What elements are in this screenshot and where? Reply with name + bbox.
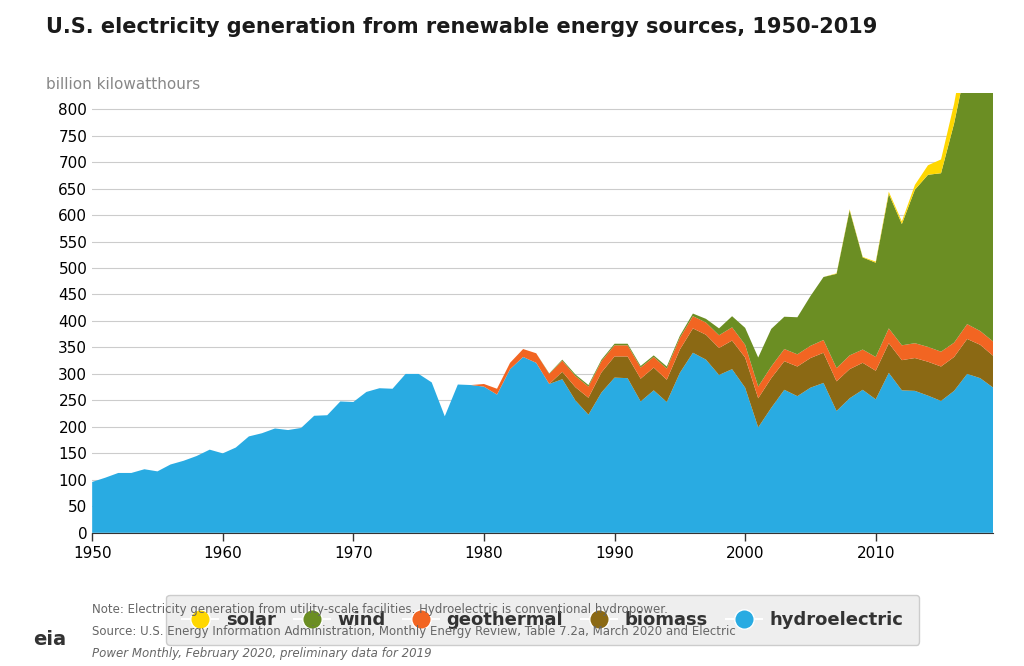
Text: Power Monthly, February 2020, preliminary data for 2019: Power Monthly, February 2020, preliminar… (92, 647, 432, 660)
Text: Note: Electricity generation from utility-scale facilities. Hydroelectric is con: Note: Electricity generation from utilit… (92, 603, 668, 616)
Text: billion kilowatthours: billion kilowatthours (46, 77, 201, 92)
Text: U.S. electricity generation from renewable energy sources, 1950-2019: U.S. electricity generation from renewab… (46, 17, 878, 37)
Legend: solar, wind, geothermal, biomass, hydroelectric: solar, wind, geothermal, biomass, hydroe… (166, 595, 920, 645)
Text: Source: U.S. Energy Information Administration, Monthly Energy Review, Table 7.2: Source: U.S. Energy Information Administ… (92, 625, 736, 638)
Text: eia: eia (33, 630, 66, 649)
